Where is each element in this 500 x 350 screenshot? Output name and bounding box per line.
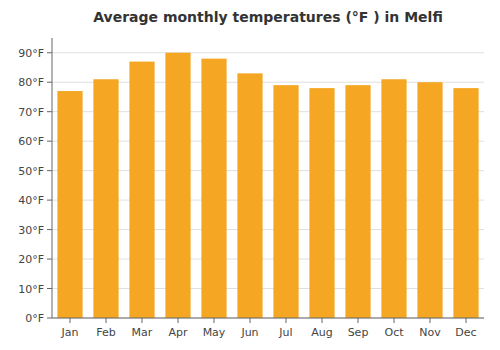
- y-tick-label: 20°F: [18, 253, 44, 266]
- x-tick: [394, 318, 395, 323]
- x-tick: [142, 318, 143, 323]
- x-tick-label: Nov: [419, 326, 441, 339]
- y-tick: [47, 52, 52, 53]
- x-tick: [358, 318, 359, 323]
- y-tick-label: 90°F: [18, 47, 44, 60]
- x-tick-label: Oct: [384, 326, 404, 339]
- x-tick-label: Sep: [348, 326, 369, 339]
- y-tick-label: 30°F: [18, 224, 44, 237]
- y-axis-line: [52, 38, 53, 318]
- x-tick-label: Jul: [278, 326, 292, 339]
- page: {"chart_data": {"type": "bar", "title": …: [0, 0, 500, 350]
- y-tick: [47, 229, 52, 230]
- y-tick: [47, 318, 52, 319]
- bar: [309, 88, 334, 318]
- x-tick-label: Jun: [240, 326, 258, 339]
- y-tick-label: 60°F: [18, 135, 44, 148]
- x-tick: [70, 318, 71, 323]
- bar: [345, 85, 370, 318]
- grid-line: [52, 52, 484, 53]
- x-tick-label: Aug: [311, 326, 332, 339]
- x-tick: [286, 318, 287, 323]
- x-tick: [466, 318, 467, 323]
- x-tick-label: Feb: [96, 326, 115, 339]
- y-tick-label: 50°F: [18, 165, 44, 178]
- x-tick-label: Dec: [455, 326, 476, 339]
- x-tick-label: Apr: [168, 326, 188, 339]
- x-tick: [430, 318, 431, 323]
- y-tick: [47, 111, 52, 112]
- bar: [129, 62, 154, 318]
- x-tick: [178, 318, 179, 323]
- x-axis: Jan Feb Mar Apr May Jun Jul Aug Sep Oct Nov Dec: [52, 318, 484, 339]
- y-tick: [47, 170, 52, 171]
- bar: [237, 73, 262, 318]
- bar: [417, 82, 442, 318]
- chart-container: Average monthly temperatures (°F ) in Me…: [0, 0, 500, 350]
- grid: [52, 53, 484, 318]
- x-tick: [214, 318, 215, 323]
- y-tick: [47, 259, 52, 260]
- grid-line: [52, 318, 484, 319]
- x-tick-label: Mar: [132, 326, 153, 339]
- bar: [57, 91, 82, 318]
- y-axis: 0°F 10°F 20°F 30°F 40°F 50°F 60°F 70°F 80°F 90°F: [18, 38, 52, 325]
- bar: [165, 53, 190, 318]
- x-tick: [322, 318, 323, 323]
- y-tick: [47, 200, 52, 201]
- bar: [453, 88, 478, 318]
- y-tick: [47, 141, 52, 142]
- x-tick-label: Jan: [61, 326, 79, 339]
- bar: [381, 79, 406, 318]
- x-tick-label: May: [203, 326, 226, 339]
- title: Average monthly temperatures (°F ) in Me…: [93, 9, 443, 25]
- x-axis-line: [52, 318, 484, 319]
- x-tick: [250, 318, 251, 323]
- chart-svg: Average monthly temperatures (°F ) in Me…: [0, 0, 500, 350]
- y-tick: [47, 82, 52, 83]
- bars: [57, 53, 478, 318]
- x-tick: [106, 318, 107, 323]
- y-tick: [47, 288, 52, 289]
- y-tick-label: 80°F: [18, 76, 44, 89]
- bar: [93, 79, 118, 318]
- y-tick-label: 40°F: [18, 194, 44, 207]
- bar: [201, 59, 226, 318]
- y-tick-label: 70°F: [18, 106, 44, 119]
- bar: [273, 85, 298, 318]
- y-tick-label: 10°F: [18, 283, 44, 296]
- y-tick-label: 0°F: [25, 312, 44, 325]
